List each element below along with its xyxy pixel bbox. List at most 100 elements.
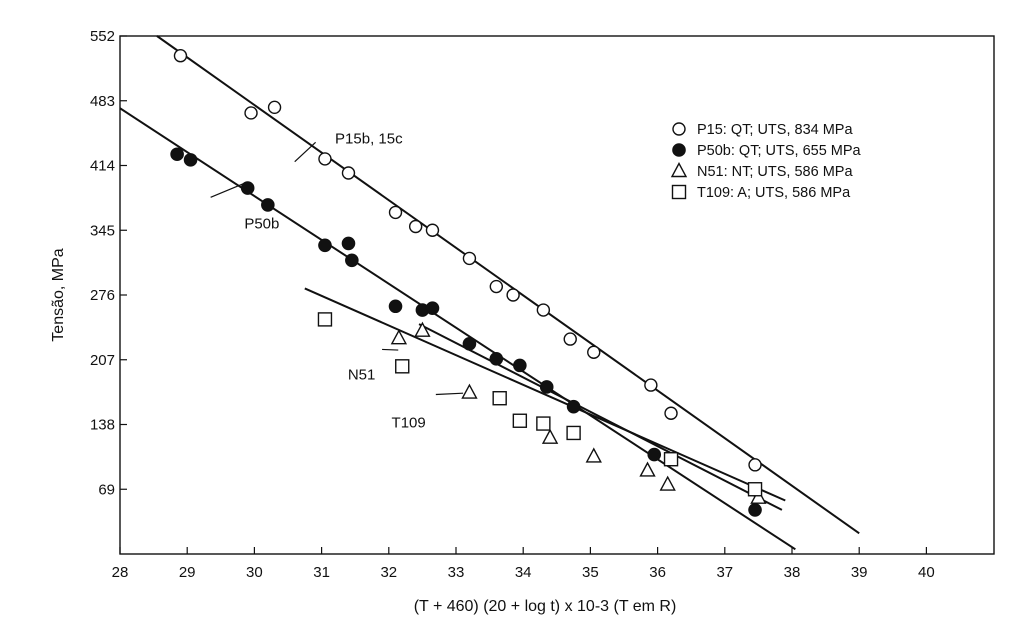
y-tick-label: 69 <box>98 481 115 498</box>
data-point <box>750 488 767 504</box>
x-tick-label: 31 <box>313 564 330 581</box>
data-point <box>492 391 507 406</box>
x-tick-label: 32 <box>380 564 397 581</box>
data-point <box>585 447 602 463</box>
x-tick-label: 38 <box>784 564 801 581</box>
legend-label: P15: QT; UTS, 834 MPa <box>697 122 853 138</box>
data-point <box>388 299 403 314</box>
x-axis-title: (T + 460) (20 + log t) x 10-3 (T em R) <box>414 598 677 615</box>
legend-marker <box>672 143 686 157</box>
data-point <box>647 447 662 462</box>
data-point <box>390 329 408 345</box>
y-tick-label: 414 <box>90 158 115 175</box>
data-point <box>395 359 410 374</box>
legend-box <box>664 112 928 206</box>
annotation-leader <box>210 182 245 198</box>
y-tick-label: 552 <box>90 28 115 45</box>
data-point <box>244 106 258 120</box>
data-point <box>639 461 656 477</box>
y-tick-label: 207 <box>90 352 115 369</box>
x-tick-label: 37 <box>716 564 733 581</box>
annotation-label: P15b, 15c <box>335 130 403 147</box>
line-annotations: P15b, 15c P50b N51 T109 <box>210 130 464 432</box>
annotation-leader <box>382 348 399 351</box>
legend-label: N51: NT; UTS, 586 MPa <box>697 164 853 180</box>
data-point <box>536 416 551 431</box>
data-point <box>513 358 527 373</box>
data-point <box>659 475 676 491</box>
x-tick-label: 34 <box>515 564 532 581</box>
data-point <box>183 153 198 167</box>
fit-line <box>418 323 783 511</box>
fit-line <box>156 35 860 535</box>
y-tick-label: 345 <box>90 222 115 239</box>
annotation-label: N51 <box>348 366 376 383</box>
annotation-leader <box>294 141 317 163</box>
data-point <box>341 236 356 251</box>
data-point <box>748 503 762 517</box>
y-tick-label: 483 <box>90 93 115 110</box>
data-points <box>170 49 767 517</box>
y-tick-label: 138 <box>90 417 115 434</box>
data-point <box>489 279 504 294</box>
legend: P15: QT; UTS, 834 MPa P50b: QT; UTS, 655 … <box>664 112 928 206</box>
data-point <box>414 321 431 337</box>
x-axis: 28 29 30 31 32 33 34 35 36 37 38 39 40 <box>112 547 935 581</box>
data-point <box>425 301 440 315</box>
x-tick-label: 28 <box>112 564 129 581</box>
data-point <box>388 205 403 220</box>
data-point <box>341 166 356 180</box>
data-point <box>345 253 359 268</box>
legend-label: P50b: QT; UTS, 655 MPa <box>697 143 862 159</box>
y-tick-label: 276 <box>90 287 115 304</box>
data-point <box>566 399 581 414</box>
data-point <box>747 482 763 497</box>
fit-line <box>119 107 796 551</box>
data-point <box>408 219 423 234</box>
x-tick-label: 33 <box>448 564 465 581</box>
legend-marker <box>670 162 688 178</box>
x-tick-label: 29 <box>179 564 196 581</box>
data-point <box>489 352 504 366</box>
data-point <box>261 198 275 212</box>
x-tick-label: 35 <box>582 564 599 581</box>
annotation-leader <box>435 392 464 396</box>
data-point <box>318 152 332 166</box>
data-point <box>317 312 333 327</box>
y-axis: 69 138 207 276 345 414 483 552 <box>90 28 127 498</box>
data-point <box>425 223 440 237</box>
data-point <box>541 428 559 444</box>
y-axis-title: Tensão, MPa <box>50 248 67 341</box>
data-point <box>462 336 477 351</box>
data-point <box>563 332 577 346</box>
x-tick-label: 39 <box>851 564 868 581</box>
data-point <box>506 288 520 302</box>
legend-label: T109: A; UTS, 586 MPa <box>697 185 851 201</box>
data-point <box>566 425 581 441</box>
x-tick-label: 40 <box>918 564 935 581</box>
annotation-label: P50b <box>244 216 279 233</box>
data-point <box>240 181 255 195</box>
data-point <box>663 452 679 467</box>
data-point <box>462 251 477 266</box>
data-point <box>748 458 762 472</box>
data-point <box>170 147 184 162</box>
data-point <box>512 413 528 428</box>
x-tick-label: 36 <box>649 564 666 581</box>
legend-marker <box>671 184 687 200</box>
annotation-label: T109 <box>392 415 426 432</box>
data-point <box>318 238 332 253</box>
data-point <box>536 303 551 317</box>
data-point <box>664 406 678 420</box>
data-point <box>644 378 658 392</box>
data-point <box>267 100 282 115</box>
data-point <box>539 380 554 394</box>
x-tick-label: 30 <box>246 564 263 581</box>
regression-lines <box>119 35 860 551</box>
data-point <box>587 345 601 359</box>
legend-marker <box>672 122 686 136</box>
fit-line <box>304 287 786 502</box>
data-point <box>461 383 478 399</box>
data-point <box>173 49 188 63</box>
